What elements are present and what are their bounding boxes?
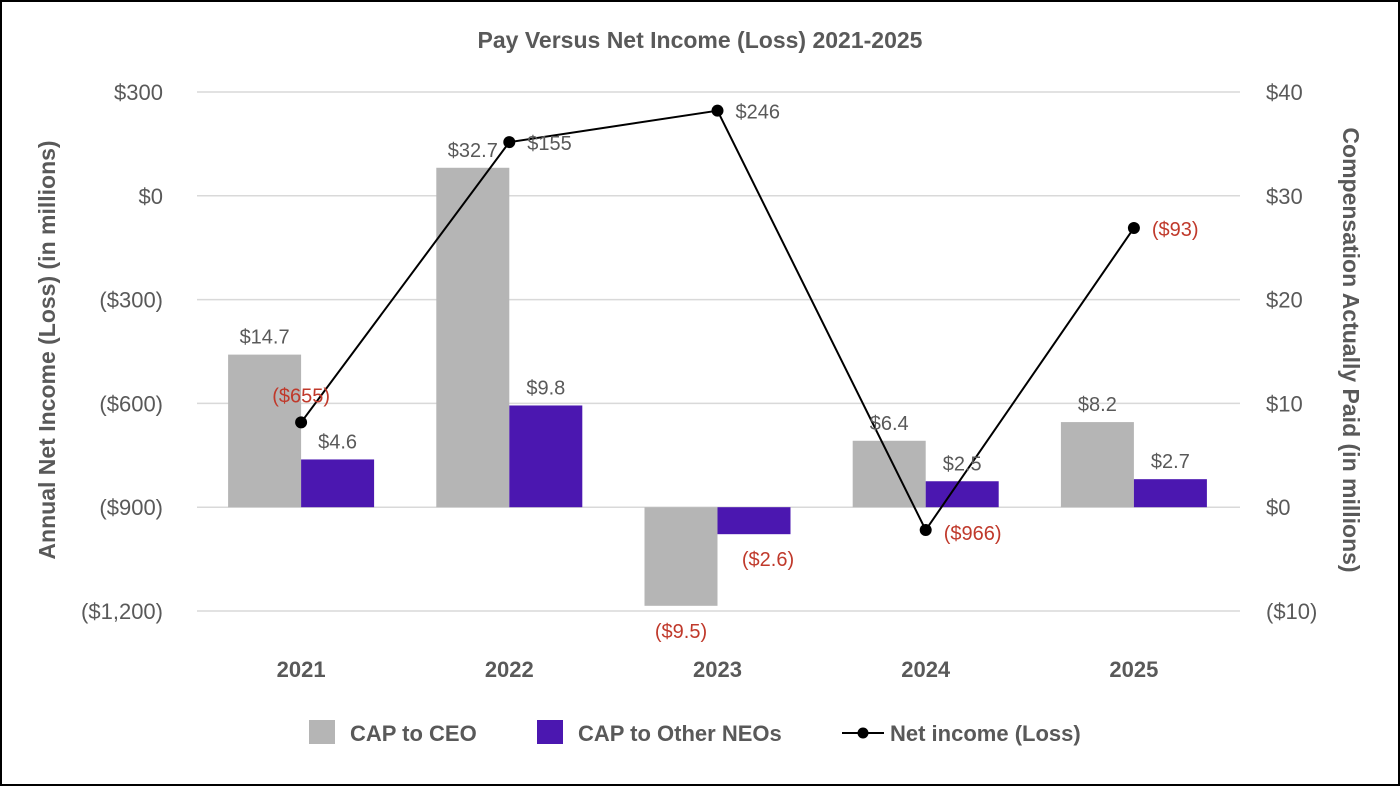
right-tick-label: ($10) [1266,599,1317,624]
right-tick-label: $40 [1266,80,1303,105]
left-tick-label: ($1,200) [81,599,163,624]
data-label-other-neos: $4.6 [318,431,357,453]
legend-label-ceo: CAP to CEO [350,721,477,746]
legend-item-ceo[interactable]: CAP to CEO [309,720,477,746]
right-axis-ticks: $40 $30 $20 $10 $0 ($10) [1266,80,1317,624]
bar-cap-ceo [228,354,302,508]
legend-swatch-other-neos [537,720,563,744]
net-income-point [503,136,516,149]
net-income-polyline [300,109,1135,533]
bar-cap-other-neos [717,507,791,535]
data-label-other-neos: ($2.6) [742,549,794,571]
left-tick-label: ($300) [99,288,163,313]
legend-marker-net-income [857,727,869,739]
data-label-other-neos: $2.5 [943,453,982,475]
bar-cap-other-neos [925,481,999,508]
x-tick-label: 2025 [1109,657,1158,682]
left-tick-label: ($600) [99,391,163,416]
data-label-net-income: $246 [736,102,781,124]
data-label-other-neos: $2.7 [1151,451,1190,473]
left-tick-label: $300 [114,80,163,105]
bar-cap-ceo [644,507,718,606]
data-label-ceo: $32.7 [448,140,498,162]
x-tick-label: 2022 [485,657,534,682]
legend-swatch-ceo [309,720,335,744]
x-tick-label: 2021 [277,657,326,682]
data-label-ceo: ($9.5) [655,621,707,643]
left-axis-ticks: $300 $0 ($300) ($600) ($900) ($1,200) [81,80,163,624]
legend: CAP to CEO CAP to Other NEOs Net income … [309,720,1081,746]
net-income-point [295,416,308,429]
bar-cap-other-neos [509,405,583,508]
net-income-point [711,104,724,117]
legend-item-other-neos[interactable]: CAP to Other NEOs [537,720,782,746]
data-label-ceo: $6.4 [870,413,909,435]
x-tick-label: 2023 [693,657,742,682]
data-label-other-neos: $9.8 [526,377,565,399]
bar-cap-ceo [436,167,510,508]
data-label-net-income: $155 [527,133,572,155]
data-label-net-income: ($966) [944,523,1002,545]
bar-cap-ceo [1060,422,1134,508]
right-tick-label: $30 [1266,184,1303,209]
net-income-point [919,524,932,537]
legend-item-net-income[interactable]: Net income (Loss) [842,721,1081,746]
right-tick-label: $20 [1266,288,1303,313]
right-axis-label: Compensation Actually Paid (in millions) [1338,127,1364,572]
chart-title: Pay Versus Net Income (Loss) 2021-2025 [478,27,923,53]
right-tick-label: $10 [1266,391,1303,416]
legend-label-net-income: Net income (Loss) [890,721,1081,746]
legend-label-other-neos: CAP to Other NEOs [578,721,782,746]
bar-cap-other-neos [1133,479,1207,508]
net-income-point [1127,221,1140,234]
x-axis-ticks: 2021 2022 2023 2024 2025 [277,657,1159,682]
data-labels: $14.7 $32.7 ($9.5) $6.4 $8.2 $4.6 $9.8 ($2.6) $2… [240,102,1199,643]
data-label-ceo: $14.7 [240,327,290,349]
data-label-ceo: $8.2 [1078,394,1117,416]
left-axis-label: Annual Net Income (Loss) (in millions) [34,140,60,559]
right-tick-label: $0 [1266,495,1290,520]
x-tick-label: 2024 [901,657,951,682]
bar-cap-ceo [852,440,926,508]
data-label-net-income: ($93) [1152,219,1199,241]
left-tick-label: ($900) [99,495,163,520]
bar-cap-other-neos [301,459,375,508]
data-label-net-income: ($655) [272,385,330,407]
left-tick-label: $0 [139,184,163,209]
net-income-line [295,104,1140,537]
bars [228,167,1207,606]
